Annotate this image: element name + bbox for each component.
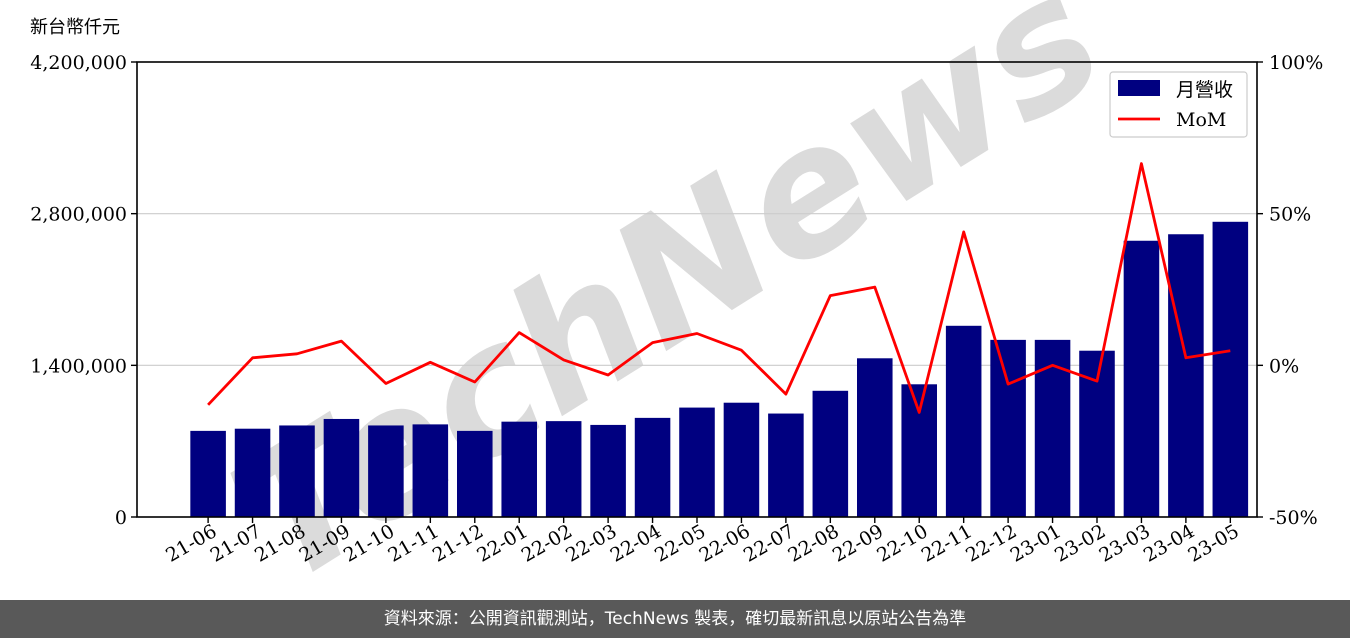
x-tick-label: 23-04 (1140, 520, 1198, 566)
x-tick-label: 21-06 (162, 520, 220, 566)
source-footer: 資料來源：公開資訊觀測站，TechNews 製表，確切最新訊息以原站公告為準 (0, 600, 1350, 638)
mom-line (207, 162, 1231, 414)
revenue-bar (812, 390, 849, 517)
revenue-bar (190, 430, 226, 517)
revenue-bar (545, 421, 582, 517)
revenue-bar (279, 425, 315, 517)
x-tick-label: 22-01 (473, 520, 531, 566)
revenue-bar (501, 421, 537, 517)
revenue-bar (412, 424, 449, 517)
revenue-bar (901, 384, 937, 517)
x-tick-label: 23-05 (1184, 520, 1242, 566)
x-tick-label: 22-07 (740, 520, 798, 566)
revenue-bar (457, 430, 493, 517)
revenue-chart: TechNews 01,400,0002,800,0004,200,000-50… (30, 0, 1323, 600)
x-tick-label: 23-01 (1007, 520, 1065, 566)
legend-bar-label: 月營收 (1176, 79, 1233, 101)
revenue-bar (945, 325, 982, 517)
revenue-bar (857, 358, 893, 517)
x-tick-label: 21-07 (207, 520, 265, 566)
y2-tick-label: 100% (1269, 52, 1323, 74)
revenue-bar (768, 413, 804, 517)
revenue-bar (1123, 240, 1160, 517)
legend-bar-swatch (1118, 80, 1160, 96)
x-tick-label: 22-03 (562, 520, 620, 566)
y-tick-label: 1,400,000 (30, 355, 127, 377)
x-tick-label: 22-12 (962, 520, 1020, 566)
line-layer (207, 162, 1231, 414)
x-tick-label: 22-06 (696, 520, 754, 566)
y2-tick-label: 0% (1269, 355, 1299, 377)
x-tick-label: 22-02 (518, 520, 576, 566)
x-tick-label: 22-08 (784, 520, 842, 566)
revenue-bar (323, 418, 360, 517)
y-tick-label: 4,200,000 (30, 52, 127, 74)
bars-layer (190, 221, 1249, 517)
x-tick-label: 23-03 (1096, 520, 1154, 566)
x-tick-label: 22-04 (607, 520, 665, 566)
x-tick-label: 22-09 (829, 520, 887, 566)
revenue-bar (990, 339, 1026, 517)
revenue-bar (723, 402, 760, 517)
revenue-bar (1212, 221, 1249, 517)
revenue-bar (634, 417, 671, 517)
x-tick-label: 22-05 (651, 520, 709, 566)
legend-line-label: MoM (1176, 109, 1226, 131)
x-tick-label: 23-02 (1051, 520, 1109, 566)
y-tick-label: 2,800,000 (30, 204, 127, 226)
revenue-bar (1168, 234, 1204, 517)
revenue-bar (234, 428, 271, 517)
y2-tick-label: 50% (1269, 204, 1311, 226)
y-axis-label: 新台幣仟元 (30, 17, 120, 38)
x-tick-label: 22-10 (873, 520, 931, 566)
revenue-bar (679, 407, 715, 517)
legend: 月營收 MoM (1109, 71, 1248, 138)
revenue-bar (368, 425, 404, 517)
x-tick-label: 22-11 (918, 520, 976, 566)
y-tick-label: 0 (115, 507, 127, 529)
y2-tick-label: -50% (1269, 507, 1318, 529)
revenue-bar (590, 424, 626, 517)
